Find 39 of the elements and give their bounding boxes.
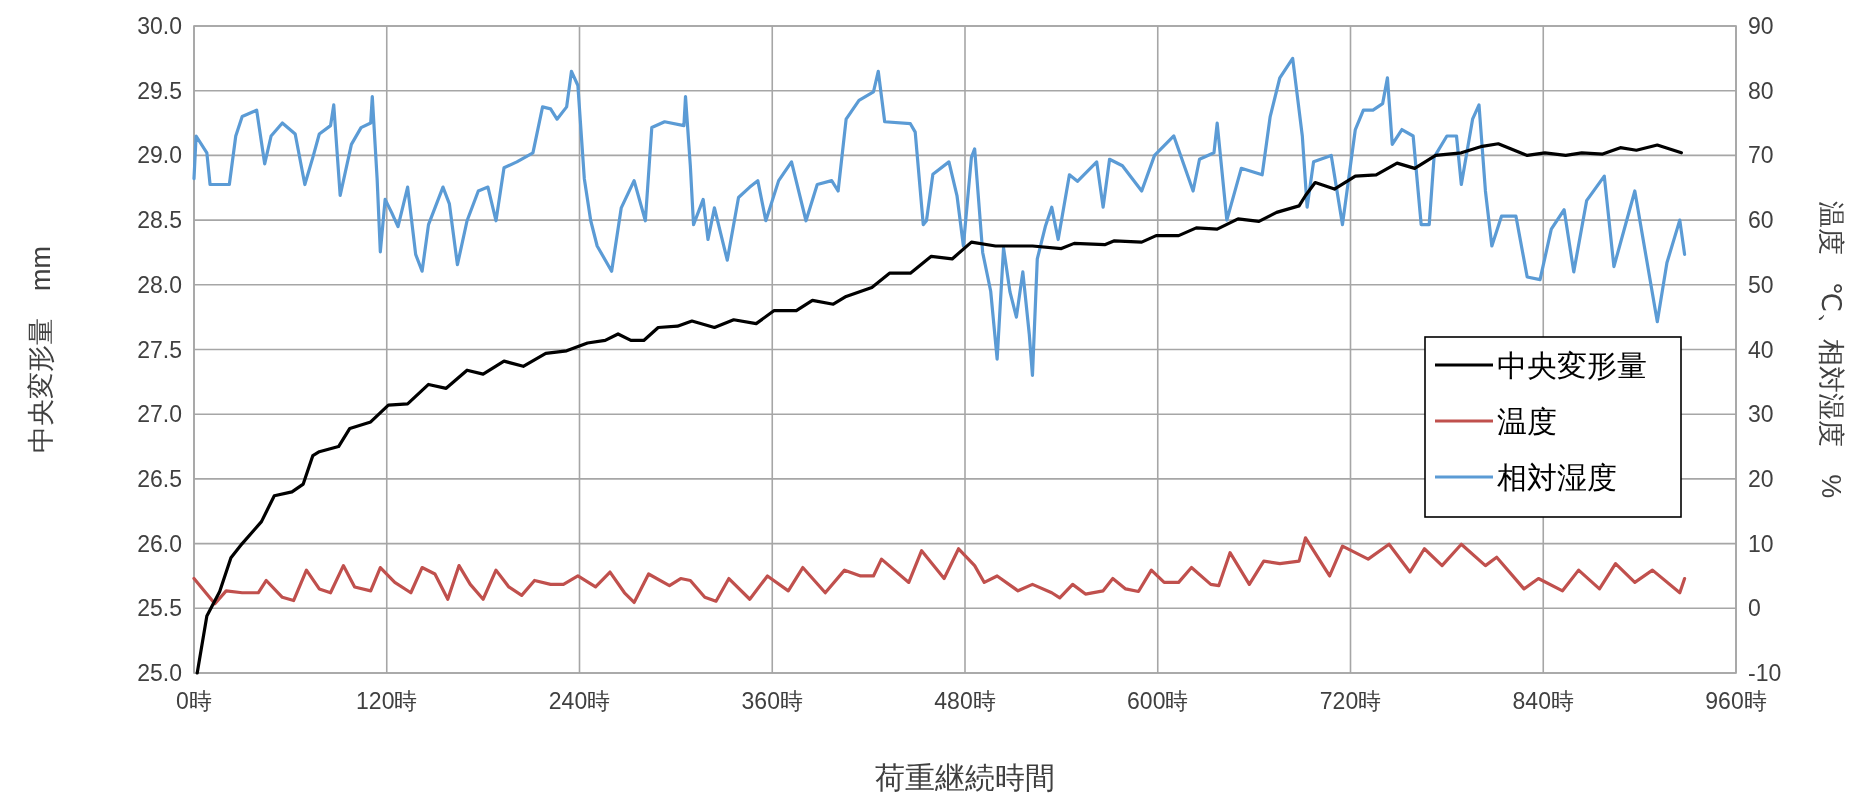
legend-label: 温度 bbox=[1497, 405, 1557, 438]
x-tick-label: 240時 bbox=[548, 688, 611, 714]
y2-tick-label: 60 bbox=[1748, 207, 1774, 234]
legend-label: 中央変形量 bbox=[1497, 349, 1647, 382]
line-series bbox=[195, 142, 1683, 675]
y-tick-label: 29.5 bbox=[137, 77, 182, 104]
y-tick-label: 25.0 bbox=[137, 660, 182, 686]
y2-tick-label: 40 bbox=[1748, 336, 1774, 363]
y-tick-label: 29.0 bbox=[137, 142, 182, 169]
y-tick-label: 27.5 bbox=[137, 336, 182, 363]
y-tick-label: 25.5 bbox=[137, 595, 182, 622]
y-tick-label: 26.0 bbox=[137, 530, 182, 557]
x-tick-label: 360時 bbox=[741, 688, 803, 714]
y-tick-label: 27.0 bbox=[137, 401, 182, 428]
x-tick-label: 840時 bbox=[1512, 688, 1574, 714]
y2-tick-label: 80 bbox=[1748, 77, 1774, 104]
x-tick-label: 0時 bbox=[176, 688, 212, 714]
y2-tick-label: 70 bbox=[1748, 142, 1774, 169]
line-series bbox=[192, 536, 1687, 606]
y2-axis-title: 温度 ℃、相対湿度 % bbox=[1816, 200, 1846, 499]
x-tick-label: 960時 bbox=[1705, 688, 1767, 714]
y-axis-title: 中央変形量 mm bbox=[26, 246, 56, 453]
y-tick-label: 28.0 bbox=[137, 271, 182, 298]
y2-tick-label: 10 bbox=[1748, 530, 1774, 557]
x-tick-label: 720時 bbox=[1319, 688, 1382, 714]
y2-tick-label: 0 bbox=[1748, 595, 1761, 622]
x-tick-label: 480時 bbox=[934, 688, 996, 714]
legend-label: 相対湿度 bbox=[1497, 461, 1617, 494]
y-tick-label: 26.5 bbox=[137, 465, 182, 492]
y2-tick-label: 90 bbox=[1748, 13, 1774, 39]
y2-tick-label: -10 bbox=[1748, 660, 1782, 686]
y-tick-label: 28.5 bbox=[137, 207, 182, 234]
y2-tick-label: 20 bbox=[1748, 465, 1774, 492]
x-tick-label: 120時 bbox=[356, 688, 418, 714]
y2-tick-label: 30 bbox=[1748, 401, 1774, 428]
y-tick-label: 30.0 bbox=[137, 13, 182, 39]
x-axis-title: 荷重継続時間 bbox=[875, 761, 1055, 794]
y2-tick-label: 50 bbox=[1748, 271, 1774, 298]
x-tick-label: 600時 bbox=[1127, 688, 1189, 714]
